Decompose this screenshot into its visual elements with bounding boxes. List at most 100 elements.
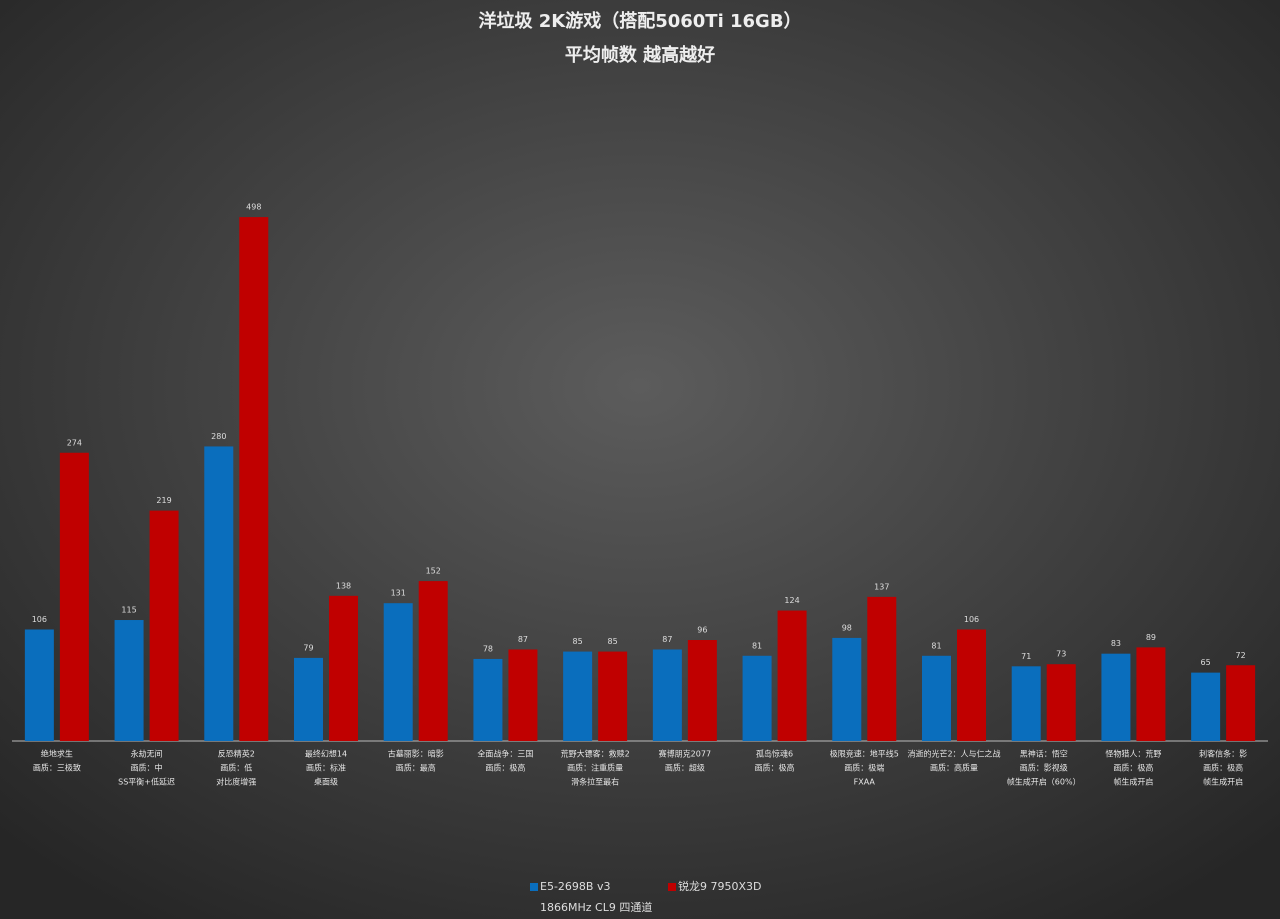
x-tick-label: 画质：最高 [396,763,436,773]
bar [832,637,862,741]
value-label: 115 [121,606,136,615]
value-label: 72 [1236,651,1246,660]
bar [329,595,358,741]
bar [867,596,897,741]
x-tick-label: 永劫无间 [131,749,163,759]
legend-swatch [668,883,676,891]
x-tick-label: SS平衡+低延迟 [118,777,175,787]
x-tick-label: 画质：高质量 [930,763,978,773]
x-tick-label: 帧生成开启 [1203,777,1243,787]
x-tick-label: 反恐精英2 [218,749,255,759]
x-tick-label: 对比度增强 [216,777,256,787]
x-tick-label: 荒野大镖客：救赎2 [561,749,630,759]
bar [742,655,772,741]
bar [508,649,538,741]
bar [598,651,628,741]
x-tick-label: 画质：极高 [1113,763,1153,773]
x-tick-label: 画质：超级 [665,763,705,773]
value-label: 87 [662,635,672,644]
x-tick-label: 全面战争：三国 [477,749,533,759]
bar [59,452,89,741]
bar [204,446,234,741]
value-label: 131 [391,589,406,598]
value-label: 73 [1056,650,1066,659]
bar [777,610,807,741]
x-tick-label: 古墓丽影：暗影 [388,749,444,759]
x-tick-label: 帧生成开启（60%） [1007,777,1081,787]
bar [563,651,593,741]
note: 1866MHz CL9 四通道 [540,900,652,914]
bar [239,217,269,741]
x-tick-label: 画质：极高 [1203,763,1243,773]
bar [1136,647,1166,741]
chart-title: 洋垃圾 2K游戏（搭配5060Ti 16GB） [478,10,801,32]
value-label: 87 [518,635,528,644]
x-tick-label: 刺客信条：影 [1199,749,1247,759]
x-tick-label: 绝地求生 [41,749,73,759]
bar [418,581,448,741]
value-label: 137 [874,582,889,591]
value-label: 96 [697,626,707,635]
x-tick-label: 帧生成开启 [1113,777,1153,787]
value-label: 219 [156,496,171,505]
value-label: 89 [1146,633,1156,642]
value-label: 79 [303,643,313,652]
value-label: 498 [246,203,261,212]
bar [24,629,54,741]
x-tick-label: 画质：影视级 [1020,763,1068,773]
value-label: 138 [336,581,351,590]
chart-subtitle: 平均帧数 越高越好 [565,44,715,66]
value-label: 274 [67,438,82,447]
x-tick-label: 画质：极高 [485,763,525,773]
value-label: 71 [1021,652,1031,661]
value-label: 85 [573,637,583,646]
bar [1191,672,1221,741]
x-tick-label: 消逝的光芒2：人与仁之战 [907,749,1000,759]
value-label: 280 [211,432,226,441]
value-label: 65 [1201,658,1211,667]
value-label: 81 [752,641,762,650]
x-tick-label: 画质：极高 [755,763,795,773]
x-tick-label: 孤岛惊魂6 [756,749,793,759]
value-label: 106 [964,615,979,624]
bar [1101,653,1131,741]
value-label: 85 [608,637,618,646]
bar [294,657,323,741]
bar [1226,665,1256,741]
value-label: 83 [1111,639,1121,648]
x-tick-label: 最终幻想14 [305,749,347,759]
x-tick-label: 怪物猎人：荒野 [1105,749,1161,759]
bar [957,629,986,741]
x-tick-label: 画质：中 [131,763,163,773]
x-tick-label: 画质：极端 [844,763,884,773]
value-label: 106 [32,615,47,624]
bar [114,620,144,741]
bar [473,658,503,741]
bar [652,649,682,741]
x-tick-label: 赛博朋克2077 [659,749,711,759]
value-label: 124 [784,596,799,605]
x-tick-label: 黑神话：悟空 [1020,749,1068,759]
x-tick-label: 画质：标准 [306,763,346,773]
value-label: 81 [931,641,941,650]
bar [149,510,179,741]
bar [687,640,717,741]
bar [1011,666,1041,741]
legend-label: E5-2698B v3 [540,880,610,893]
x-tick-label: 桌面级 [314,777,338,787]
legend-swatch [530,883,538,891]
value-label: 98 [842,623,852,632]
bar [1046,664,1076,741]
x-tick-label: 画质：低 [220,763,252,773]
x-tick-label: 滑条拉至最右 [571,777,619,787]
x-tick-label: 画质：三极致 [33,763,81,773]
x-tick-label: FXAA [854,778,876,787]
value-label: 78 [483,644,493,653]
value-label: 152 [426,567,441,576]
bar [383,603,413,741]
bar [922,655,951,741]
x-tick-label: 画质：注重质量 [567,763,623,773]
x-tick-label: 极限竞速：地平线5 [830,749,899,759]
